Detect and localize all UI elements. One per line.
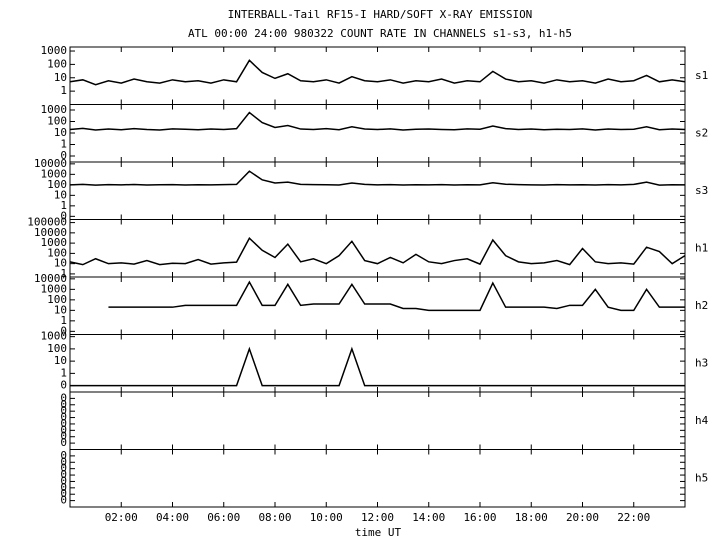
y-tick-label: 0 (60, 379, 67, 392)
x-tick-label: 20:00 (566, 511, 599, 524)
panel-frame (69, 104, 686, 163)
y-tick-label: 0 (60, 417, 67, 430)
y-tick-label: 100 (47, 293, 67, 306)
panel-frame (69, 219, 686, 278)
y-tick-label: 100 (47, 57, 67, 70)
data-line (69, 237, 686, 266)
y-tick-label: 100 (47, 114, 67, 127)
chart-subtitle: ATL 00:00 24:00 980322 COUNT RATE IN CHA… (188, 27, 572, 40)
y-tick-label: 0 (60, 430, 67, 443)
panel-frame (69, 46, 686, 105)
panel-frame (69, 276, 686, 335)
x-tick-label: 22:00 (617, 511, 650, 524)
y-tick-label: 0 (60, 487, 67, 500)
y-tick-label: 0 (60, 468, 67, 481)
panel-label: h4 (695, 414, 709, 427)
y-tick-label: 10 (54, 71, 67, 84)
y-tick-label: 1 (60, 267, 67, 280)
y-tick-label: 0 (60, 455, 67, 468)
y-tick-label: 0 (60, 462, 67, 475)
y-tick-label: 0 (60, 149, 67, 162)
panel-label: s3 (695, 184, 708, 197)
x-tick-label: 08:00 (258, 511, 291, 524)
y-tick-label: 1000 (41, 330, 68, 343)
y-tick-label: 10 (54, 354, 67, 367)
y-tick-label: 10 (54, 126, 67, 139)
y-tick-label: 100 (47, 342, 67, 355)
y-tick-label: 100000 (27, 216, 67, 229)
x-tick-label: 14:00 (412, 511, 445, 524)
data-line (70, 346, 685, 387)
x-tick-label: 10:00 (310, 511, 343, 524)
y-tick-label: 0 (60, 474, 67, 487)
panel-label: h3 (695, 356, 708, 369)
y-tick-label: 10 (54, 303, 67, 316)
y-tick-label: 0 (60, 398, 67, 411)
y-tick-label: 0 (60, 391, 67, 404)
y-tick-label: 1000 (41, 167, 68, 180)
y-tick-label: 1 (60, 199, 67, 212)
y-tick-label: 1 (60, 314, 67, 327)
y-tick-label: 10000 (34, 226, 67, 239)
y-tick-label: 0 (60, 436, 67, 449)
panel-frame (69, 449, 686, 508)
y-tick-label: 0 (60, 209, 67, 222)
data-line (108, 280, 685, 312)
panel-frame (69, 161, 686, 220)
chart-title: INTERBALL-Tail RF15-I HARD/SOFT X-RAY EM… (228, 8, 533, 21)
x-tick-label: 02:00 (105, 511, 138, 524)
y-tick-label: 1000 (41, 44, 68, 57)
panel-frame (69, 334, 686, 393)
y-tick-label: 100 (47, 178, 67, 191)
x-tick-label: 04:00 (156, 511, 189, 524)
x-tick-label: 06:00 (207, 511, 240, 524)
y-tick-label: 100 (47, 246, 67, 259)
y-tick-label: 1000 (41, 282, 68, 295)
y-tick-label: 1000 (41, 103, 68, 116)
y-tick-label: 10 (54, 257, 67, 270)
x-tick-label: 12:00 (361, 511, 394, 524)
y-tick-label: 0 (60, 494, 67, 507)
y-tick-label: 10000 (34, 157, 67, 170)
panel-frame (69, 391, 686, 450)
panel-label: s1 (695, 69, 708, 82)
panel-label: h1 (695, 241, 708, 254)
data-line (69, 59, 686, 86)
y-tick-label: 0 (60, 404, 67, 417)
y-tick-label: 0 (60, 324, 67, 337)
y-tick-label: 1 (60, 366, 67, 379)
x-axis-label: time UT (355, 526, 402, 539)
y-tick-label: 0 (60, 411, 67, 424)
y-tick-label: 1000 (41, 236, 68, 249)
x-tick-label: 18:00 (515, 511, 548, 524)
data-line (69, 170, 686, 186)
y-tick-label: 10 (54, 188, 67, 201)
y-tick-label: 0 (60, 481, 67, 494)
y-tick-label: 0 (60, 449, 67, 462)
y-tick-label: 10000 (34, 272, 67, 285)
panel-label: s2 (695, 126, 708, 139)
panel-label: h2 (695, 299, 708, 312)
y-tick-label: 1 (60, 137, 67, 150)
x-tick-label: 16:00 (463, 511, 496, 524)
data-line (69, 111, 686, 131)
y-tick-label: 1 (60, 84, 67, 97)
panel-label: h5 (695, 471, 708, 484)
y-tick-label: 0 (60, 423, 67, 436)
